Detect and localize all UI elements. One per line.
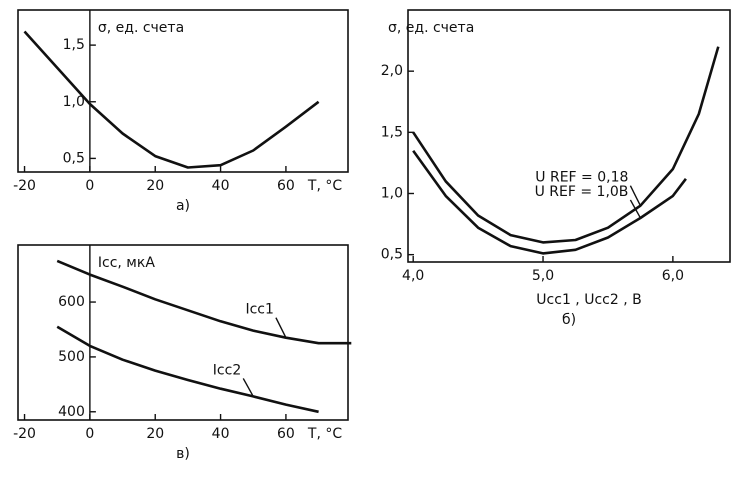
y-axis-label: σ, ед. счета: [98, 20, 184, 36]
label-leader: [629, 199, 642, 219]
x-tick-label: -20: [13, 178, 36, 194]
curve: [412, 149, 687, 255]
y-axis-label: σ, ед. счета: [388, 20, 474, 36]
x-tick-label: -20: [13, 426, 36, 442]
label-leader: [629, 185, 642, 207]
plot-frame: [17, 244, 349, 421]
x-axis-label: Uсс1 , Uсс2 , B: [536, 292, 641, 308]
caption: в): [176, 446, 190, 462]
caption: б): [562, 312, 576, 328]
curve: [56, 259, 352, 345]
curve: [23, 30, 320, 169]
y-tick-label: 1,5: [381, 124, 403, 140]
x-tick-label: 40: [212, 178, 230, 194]
x-axis-label: T, °C: [307, 178, 342, 194]
y-tick-label: 600: [58, 294, 85, 310]
x-tick-label: 6,0: [662, 268, 684, 284]
y-tick-label: 500: [58, 349, 85, 365]
series-label: U REF = 0,18: [535, 170, 628, 186]
y-tick-label: 400: [58, 404, 85, 420]
y-tick-label: 0,5: [63, 150, 85, 166]
plot-frame: [407, 9, 731, 263]
curve: [412, 46, 720, 244]
x-tick-label: 4,0: [402, 268, 424, 284]
label-leader: [275, 317, 287, 339]
series-label: Icc1: [245, 302, 273, 318]
y-tick-label: 2,0: [381, 63, 403, 79]
plot-frame: [17, 9, 349, 173]
x-tick-label: 60: [277, 178, 295, 194]
x-tick-label: 60: [277, 426, 295, 442]
caption: а): [176, 198, 190, 214]
x-tick-label: 5,0: [532, 268, 554, 284]
y-axis-label: Icc, мкА: [98, 255, 155, 271]
x-tick-label: 0: [85, 426, 94, 442]
x-tick-label: 20: [146, 178, 164, 194]
label-leader: [242, 378, 254, 397]
series-label: Icc2: [213, 362, 241, 378]
y-tick-label: 1,0: [381, 185, 403, 201]
x-axis-label: T, °C: [307, 426, 342, 442]
x-tick-label: 40: [212, 426, 230, 442]
x-tick-label: 0: [85, 178, 94, 194]
x-tick-label: 20: [146, 426, 164, 442]
y-tick-label: 1,5: [63, 37, 85, 53]
series-label: U REF = 1,0B: [535, 184, 629, 200]
y-tick-label: 1,0: [63, 94, 85, 110]
curve: [56, 325, 319, 414]
y-tick-label: 0,5: [381, 247, 403, 263]
